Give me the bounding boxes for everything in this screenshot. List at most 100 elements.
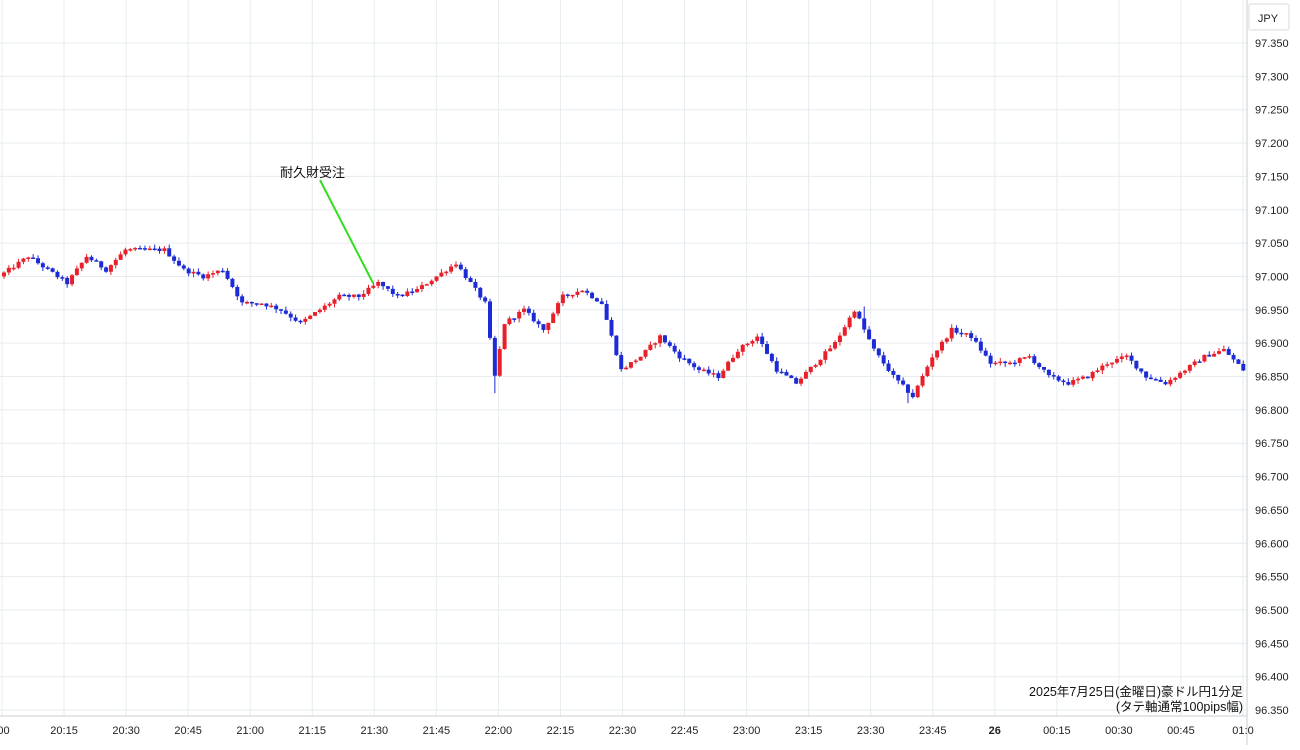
candle-body — [361, 293, 366, 297]
price-tick-label: 96.950 — [1255, 305, 1289, 317]
candle-body — [551, 313, 556, 323]
candle-body — [779, 371, 784, 374]
time-tick-label: 01:0 — [1232, 725, 1253, 737]
candle-body — [371, 285, 376, 288]
candle-body — [31, 257, 36, 260]
candle-body — [176, 260, 181, 266]
candle-body — [483, 297, 488, 302]
candle-body — [16, 261, 21, 268]
time-tick-label: :00 — [0, 725, 10, 737]
time-tick-label: 23:15 — [795, 725, 823, 737]
price-tick-label: 96.650 — [1255, 505, 1289, 517]
candle-body — [983, 350, 988, 356]
candle-body — [235, 286, 240, 297]
candle-body — [925, 366, 930, 376]
candle-body — [735, 351, 740, 358]
candle-body — [1066, 382, 1071, 385]
candle-body — [765, 344, 770, 354]
candle-body — [1080, 376, 1085, 379]
candle-body — [410, 291, 415, 293]
candle-body — [55, 271, 60, 278]
candle-body — [468, 277, 473, 283]
candle-body — [944, 338, 949, 342]
candle-body — [1212, 353, 1217, 357]
price-tick-label: 97.200 — [1255, 138, 1289, 150]
candle-body — [692, 363, 697, 368]
candle-body — [1003, 361, 1008, 364]
candle-body — [803, 372, 808, 379]
candle-body — [1051, 375, 1056, 377]
candle-body — [1221, 349, 1226, 352]
candle-body — [828, 348, 833, 352]
candle-body — [784, 371, 789, 376]
candle-body — [541, 324, 546, 330]
candle-body — [594, 298, 599, 302]
candle-body — [385, 286, 390, 289]
candle-body — [920, 375, 925, 386]
candle-body — [405, 291, 410, 296]
candle-body — [837, 335, 842, 343]
candle-body — [1207, 354, 1212, 357]
candle-body — [886, 363, 891, 371]
candle-body — [210, 273, 215, 275]
candle-body — [1119, 356, 1124, 359]
price-tick-label: 97.050 — [1255, 238, 1289, 250]
candle-body — [298, 320, 303, 323]
candle-body — [400, 294, 405, 297]
time-tick-label: 21:30 — [361, 725, 389, 737]
candle-body — [731, 357, 735, 362]
candle-body — [254, 303, 259, 305]
time-tick-label: 21:15 — [298, 725, 326, 737]
time-tick-label: 23:45 — [919, 725, 947, 737]
candle-body — [225, 270, 230, 279]
candle-body — [356, 294, 361, 297]
candle-body — [1100, 365, 1105, 371]
candle-body — [434, 276, 439, 281]
candle-body — [862, 318, 867, 330]
candle-body — [799, 378, 804, 384]
candle-body — [142, 248, 147, 250]
candle-body — [857, 311, 862, 319]
candle-body — [662, 335, 667, 343]
candle-body — [881, 355, 886, 364]
candle-body — [580, 290, 585, 293]
candle-body — [162, 248, 167, 252]
price-tick-label: 97.350 — [1255, 38, 1289, 50]
candle-body — [993, 362, 998, 365]
candle-body — [1071, 379, 1076, 385]
candle-body — [1158, 379, 1163, 382]
candle-body — [74, 268, 79, 276]
time-tick-label: 20:45 — [174, 725, 202, 737]
candle-body — [876, 348, 881, 356]
candle-body — [288, 313, 293, 318]
candle-body — [99, 261, 104, 268]
candle-body — [677, 351, 682, 359]
candle-body — [823, 351, 828, 360]
price-tick-label: 97.150 — [1255, 171, 1289, 183]
candle-body — [833, 342, 838, 349]
candle-body — [755, 336, 760, 341]
candle-body — [381, 281, 386, 287]
time-tick-label: 22:00 — [485, 725, 513, 737]
candle-body — [949, 327, 954, 339]
candle-body — [196, 271, 201, 275]
candle-body — [502, 324, 507, 350]
candle-body — [424, 284, 429, 286]
chart-info: 2025年7月25日(金曜日)豪ドル円1分足 (タテ軸通常100pips幅) — [1029, 684, 1243, 714]
candle-body — [492, 337, 497, 376]
candle-body — [65, 277, 70, 285]
candle-body — [1202, 354, 1207, 362]
candle-body — [794, 378, 799, 384]
candle-body — [745, 343, 750, 346]
candle-body — [760, 336, 765, 345]
candle-body — [1105, 364, 1110, 366]
candle-body — [317, 309, 322, 313]
candle-body — [560, 294, 565, 304]
candle-body — [740, 344, 745, 352]
candle-body — [118, 254, 123, 260]
price-tick-label: 96.900 — [1255, 338, 1289, 350]
candle-body — [915, 385, 920, 398]
candle-body — [599, 301, 604, 304]
candle-body — [1241, 363, 1246, 371]
